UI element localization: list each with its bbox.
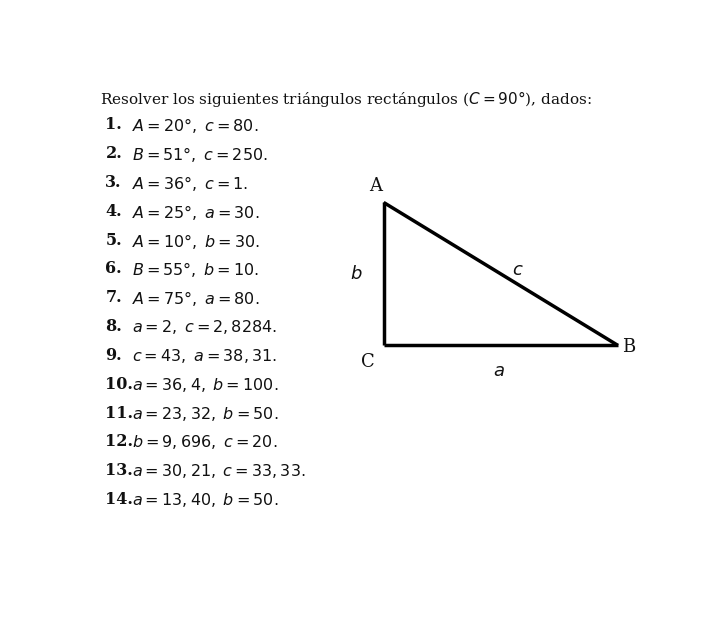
- Text: $A=20°, \;  c=80.$: $A=20°, \; c=80.$: [132, 116, 258, 135]
- Text: $B=55°, \;  b=10.$: $B=55°, \; b=10.$: [132, 260, 259, 280]
- Text: $a=2, \;  c=2,8284.$: $a=2, \; c=2,8284.$: [132, 318, 277, 336]
- Text: 14.: 14.: [105, 491, 133, 508]
- Text: 10.: 10.: [105, 376, 133, 393]
- Text: 2.: 2.: [105, 145, 122, 162]
- Text: $A=25°, \;  a=30.$: $A=25°, \; a=30.$: [132, 203, 260, 221]
- Text: 7.: 7.: [105, 289, 122, 306]
- Text: $A=36°, \;  c=1.$: $A=36°, \; c=1.$: [132, 174, 248, 193]
- Text: 13.: 13.: [105, 462, 133, 479]
- Text: $a$: $a$: [493, 362, 506, 380]
- Text: 6.: 6.: [105, 260, 122, 277]
- Text: 4.: 4.: [105, 203, 122, 220]
- Text: $a=30,21, \;  c=33,33.$: $a=30,21, \; c=33,33.$: [132, 462, 306, 480]
- Text: 5.: 5.: [105, 232, 122, 248]
- Text: $B=51°, \;  c=250.$: $B=51°, \; c=250.$: [132, 145, 268, 164]
- Text: Resolver los siguientes triángulos rectángulos ($C=90°$), dados:: Resolver los siguientes triángulos rectá…: [100, 89, 592, 109]
- Text: 11.: 11.: [105, 404, 134, 422]
- Text: A: A: [369, 177, 382, 195]
- Text: $a=23,32, \;  b=50.$: $a=23,32, \; b=50.$: [132, 404, 278, 422]
- Text: 12.: 12.: [105, 433, 134, 451]
- Text: B: B: [622, 338, 636, 356]
- Text: $c=43, \;  a=38,31.$: $c=43, \; a=38,31.$: [132, 347, 277, 365]
- Text: 8.: 8.: [105, 318, 122, 335]
- Text: $c$: $c$: [512, 261, 524, 279]
- Text: $a=36,4, \;  b=100.$: $a=36,4, \; b=100.$: [132, 376, 278, 394]
- Text: 1.: 1.: [105, 116, 122, 133]
- Text: $b=9,696, \;  c=20.$: $b=9,696, \; c=20.$: [132, 433, 277, 451]
- Text: $a=13,40, \;  b=50.$: $a=13,40, \; b=50.$: [132, 491, 278, 509]
- Text: $b$: $b$: [351, 265, 363, 283]
- Text: $A=10°, \;  b=30.$: $A=10°, \; b=30.$: [132, 232, 260, 250]
- Text: C: C: [360, 353, 374, 371]
- Text: $A=75°, \;  a=80.$: $A=75°, \; a=80.$: [132, 289, 260, 308]
- Text: 9.: 9.: [105, 347, 122, 364]
- Text: 3.: 3.: [105, 174, 122, 191]
